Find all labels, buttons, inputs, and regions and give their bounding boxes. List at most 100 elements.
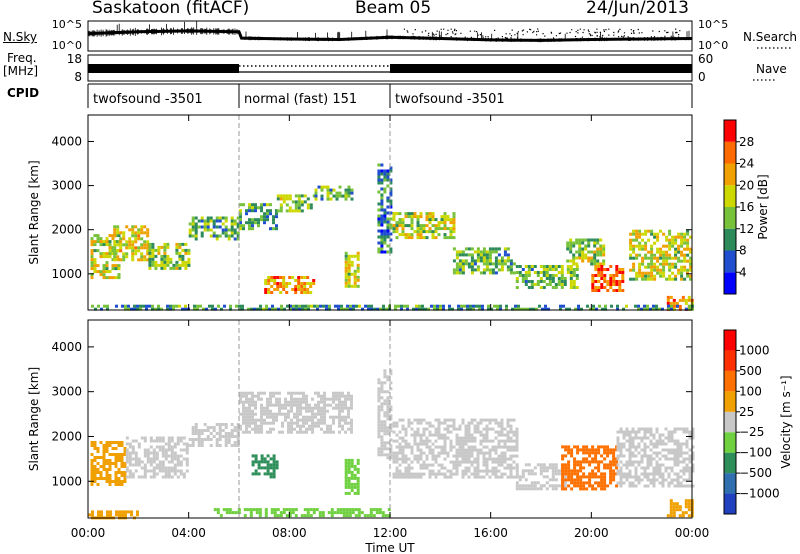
velocity-echo-cell [606, 454, 610, 458]
power-echo-cell [593, 241, 597, 245]
velocity-echo-cell [314, 424, 317, 428]
velocity-echo-cell [248, 409, 251, 413]
velocity-xtick-label-2: 08:00 [272, 526, 307, 540]
velocity-echo-cell [206, 429, 210, 432]
power-echo-cell [488, 271, 492, 275]
power-echo-cell [494, 256, 498, 260]
power-echo-cell [113, 246, 117, 250]
power-echo-cell [524, 277, 528, 280]
velocity-echo-cell [500, 439, 504, 443]
velocity-echo-cell [380, 423, 384, 427]
velocity-echo-cell [149, 439, 153, 443]
power-echo-cell [272, 218, 275, 222]
power-echo-cell [306, 282, 310, 285]
power-echo-cell [584, 247, 588, 251]
velocity-echo-cell [687, 514, 691, 518]
power-echo-cell [609, 265, 613, 268]
velocity-echo-cell [146, 454, 150, 458]
velocity-echo-cell [296, 418, 299, 422]
power-echo-cell [569, 271, 573, 274]
velocity-echo-cell [676, 472, 680, 476]
velocity-echo-cell [661, 475, 665, 479]
power-echo-cell [203, 219, 207, 223]
velocity-echo-cell [658, 457, 662, 461]
velocity-echo-cell [218, 423, 222, 426]
velocity-echo-cell [105, 462, 109, 465]
velocity-echo-cell [506, 421, 510, 425]
velocity-echo-cell [203, 438, 207, 441]
power-echo-cell [674, 241, 678, 245]
power-echo-cell [254, 206, 257, 210]
velocity-echo-cell [383, 447, 387, 451]
velocity-echo-cell [263, 460, 267, 464]
power-echo-cell [223, 304, 226, 308]
power-echo-cell [326, 197, 330, 201]
power-echo-cell [652, 307, 655, 311]
power-echo-cell [629, 232, 633, 236]
power-echo-cell [425, 215, 429, 219]
velocity-echo-cell [93, 459, 97, 462]
velocity-echo-cell [194, 423, 198, 426]
power-echo-cell [578, 250, 582, 254]
velocity-echo-cell [676, 463, 680, 467]
velocity-echo-cell [661, 463, 665, 467]
velocity-echo-cell [467, 457, 471, 461]
velocity-echo-cell [245, 424, 248, 428]
velocity-echo-cell [293, 397, 296, 401]
power-echo-cell [479, 259, 483, 263]
velocity-echo-cell [312, 508, 316, 512]
power-echo-cell [581, 247, 585, 251]
velocity-echo-cell [673, 463, 677, 467]
velocity-echo-cell [464, 469, 468, 473]
power-echo-cell [356, 284, 360, 288]
velocity-echo-cell [305, 406, 308, 410]
velocity-echo-cell [341, 406, 344, 410]
power-echo-cell [557, 277, 561, 280]
velocity-echo-cell [637, 463, 641, 467]
power-echo-cell [653, 253, 657, 257]
power-echo-cell [108, 276, 112, 280]
power-echo-cell [282, 276, 286, 279]
power-echo-cell [350, 263, 354, 267]
power-echo-cell [172, 263, 176, 267]
velocity-echo-cell [227, 432, 231, 435]
power-echo-cell [584, 256, 588, 260]
velocity-echo-cell [567, 445, 571, 449]
velocity-echo-cell [347, 491, 351, 495]
velocity-echo-cell [488, 439, 492, 443]
velocity-echo-cell [350, 418, 353, 422]
velocity-echo-cell [338, 430, 341, 434]
power-echo-cell [659, 262, 663, 266]
velocity-echo-cell [637, 430, 641, 434]
power-echo-cell [680, 274, 684, 278]
velocity-echo-cell [476, 463, 480, 467]
power-echo-cell [395, 224, 399, 228]
velocity-echo-cell [248, 421, 251, 425]
velocity-echo-cell [380, 405, 384, 409]
velocity-echo-cell [197, 444, 201, 447]
velocity-echo-cell [347, 406, 350, 410]
power-echo-cell [689, 265, 693, 269]
power-echo-cell [646, 304, 649, 308]
power-echo-cell [134, 240, 138, 244]
power-echo-cell [666, 301, 670, 305]
power-echo-cell [671, 235, 675, 239]
velocity-echo-cell [248, 418, 251, 422]
power-echo-cell [119, 246, 123, 250]
power-echo-cell [680, 241, 684, 245]
velocity-echo-cell [688, 478, 692, 482]
velocity-echo-cell [497, 463, 501, 467]
velocity-echo-cell [392, 454, 396, 458]
power-echo-cell [496, 304, 499, 308]
power-echo-cell [272, 227, 275, 231]
velocity-echo-cell [597, 451, 601, 455]
power-echo-cell [178, 251, 182, 255]
velocity-echo-cell [422, 418, 426, 422]
power-echo-cell [680, 277, 684, 281]
velocity-echo-cell [386, 390, 390, 394]
power-echo-band-10 [392, 212, 456, 240]
power-echo-cell [560, 265, 564, 268]
velocity-echo-cell [321, 514, 325, 518]
velocity-echo-cell [652, 445, 656, 449]
velocity-echo-cell [619, 466, 623, 470]
